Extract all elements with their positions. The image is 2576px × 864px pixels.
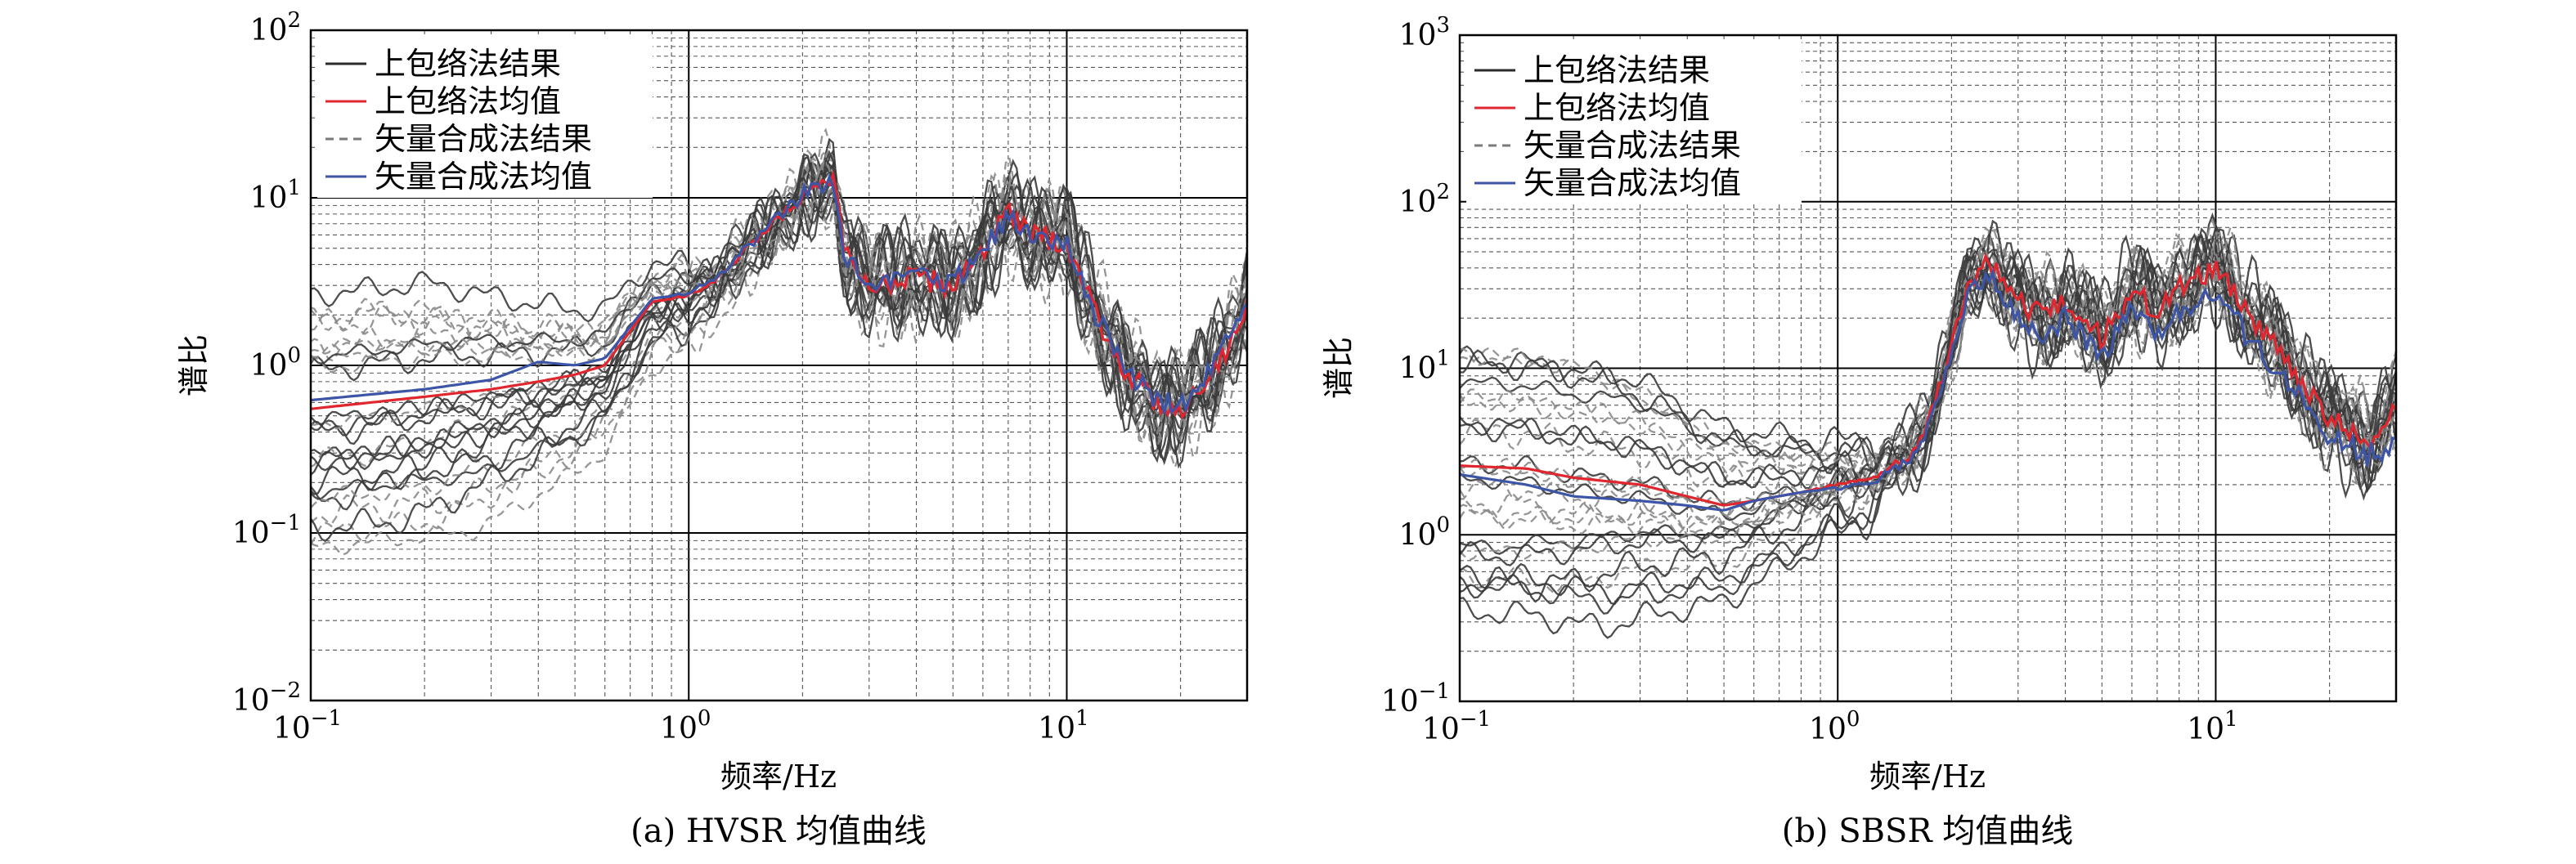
y-tick-label: 10−1 [1381,679,1450,719]
upper-envelope-result-curve [1460,233,2396,490]
y-tick-label: 101 [1399,347,1450,386]
grid-sbsr [1460,35,2396,701]
mean-curves-sbsr [1460,253,2396,512]
vector-synthesis-result-curve [1460,226,2396,537]
upper-envelope-result-curve [1460,223,2396,639]
y-tick-label: 10−1 [232,511,301,550]
x-tick-label: 100 [1809,707,1860,746]
plot-frame-sbsr [1458,34,2398,703]
vector-synthesis-result-curve [1460,228,2396,524]
x-tick-label: 101 [2187,707,2237,746]
legend-label: 上包络法结果 [1524,52,1710,88]
x-tick-label: 10−1 [273,706,342,745]
legend-sbsr: 上包络法结果 上包络法均值 矢量合成法结果 矢量合成法均值 [1466,41,1802,203]
legend-label: 上包络法均值 [1524,90,1710,126]
upper-envelope-result-curve [1460,227,2396,606]
y-tick-label: 102 [1399,180,1450,219]
vector-synthesis-result-curve [311,158,1247,441]
y-tick-label: 100 [1399,513,1450,552]
chart-sbsr: 10−1 100 101 10−1 100 101 102 103 谱比 频率/Hz (b) … [1321,13,2398,850]
y-axis-label-sbsr: 谱比 [1321,337,1357,399]
x-tick-label: 101 [1038,706,1088,745]
legend-hvsr: 上包络法结果 上包络法均值 矢量合成法结果 矢量合成法均值 [317,36,653,198]
caption-sbsr: (b) SBSR 均值曲线 [1782,813,2074,850]
y-tick-label: 102 [250,8,301,47]
vector-synthesis-result-curve [311,153,1247,444]
y-tick-label: 103 [1399,13,1450,52]
upper-envelope-result-curve [1460,234,2396,486]
y-tick-label: 10−2 [232,678,301,718]
legend-box-hvsr [317,36,653,198]
caption-hvsr: (a) HVSR 均值曲线 [631,813,927,850]
x-tick-label: 100 [660,706,711,745]
legend-label: 矢量合成法均值 [375,159,592,195]
legend-label: 矢量合成法结果 [1524,128,1741,163]
legend-label: 矢量合成法结果 [375,121,592,157]
y-axis-label-hvsr: 谱比 [176,334,212,396]
tick-labels-sbsr: 10−1 100 101 10−1 100 101 102 103 [1381,13,2238,746]
vector-synthesis-result-curve [1460,247,2396,513]
vector-synthesis-result-curve [1460,224,2396,497]
vector-synthesis-mean-curve [1460,267,2396,512]
legend-label: 矢量合成法均值 [1524,165,1741,201]
legend-label: 上包络法结果 [375,46,561,82]
vector-synthesis-mean-curve [311,172,1247,415]
grid-hvsr [311,30,1247,701]
y-tick-label: 100 [250,343,301,383]
y-tick-label: 101 [250,176,301,215]
upper-envelope-result-curve [311,150,1247,495]
upper-envelope-mean-curve [311,169,1247,420]
plot-frame-hvsr [309,29,1249,702]
vector-synthesis-result-curve [311,158,1247,461]
legend-label: 上包络法均值 [375,83,561,119]
legend-box-sbsr [1466,41,1802,203]
upper-envelope-mean-curve [1460,253,2396,507]
upper-envelope-result-curve [311,162,1247,445]
x-axis-label-hvsr: 频率/Hz [720,759,837,795]
mean-curves-hvsr [311,169,1247,420]
vector-synthesis-result-curve [311,147,1247,444]
x-tick-label: 10−1 [1422,707,1491,746]
vector-synthesis-result-curve [311,149,1247,439]
x-axis-label-sbsr: 频率/Hz [1869,759,1986,795]
vector-synthesis-result-curve [311,160,1247,556]
